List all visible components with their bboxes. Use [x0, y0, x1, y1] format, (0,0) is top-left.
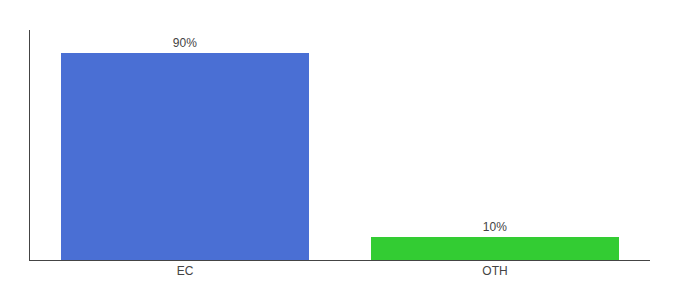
svg-text:10%: 10% — [483, 220, 507, 234]
svg-text:OTH: OTH — [482, 264, 507, 278]
svg-text:EC: EC — [177, 264, 194, 278]
svg-text:90%: 90% — [173, 36, 197, 50]
